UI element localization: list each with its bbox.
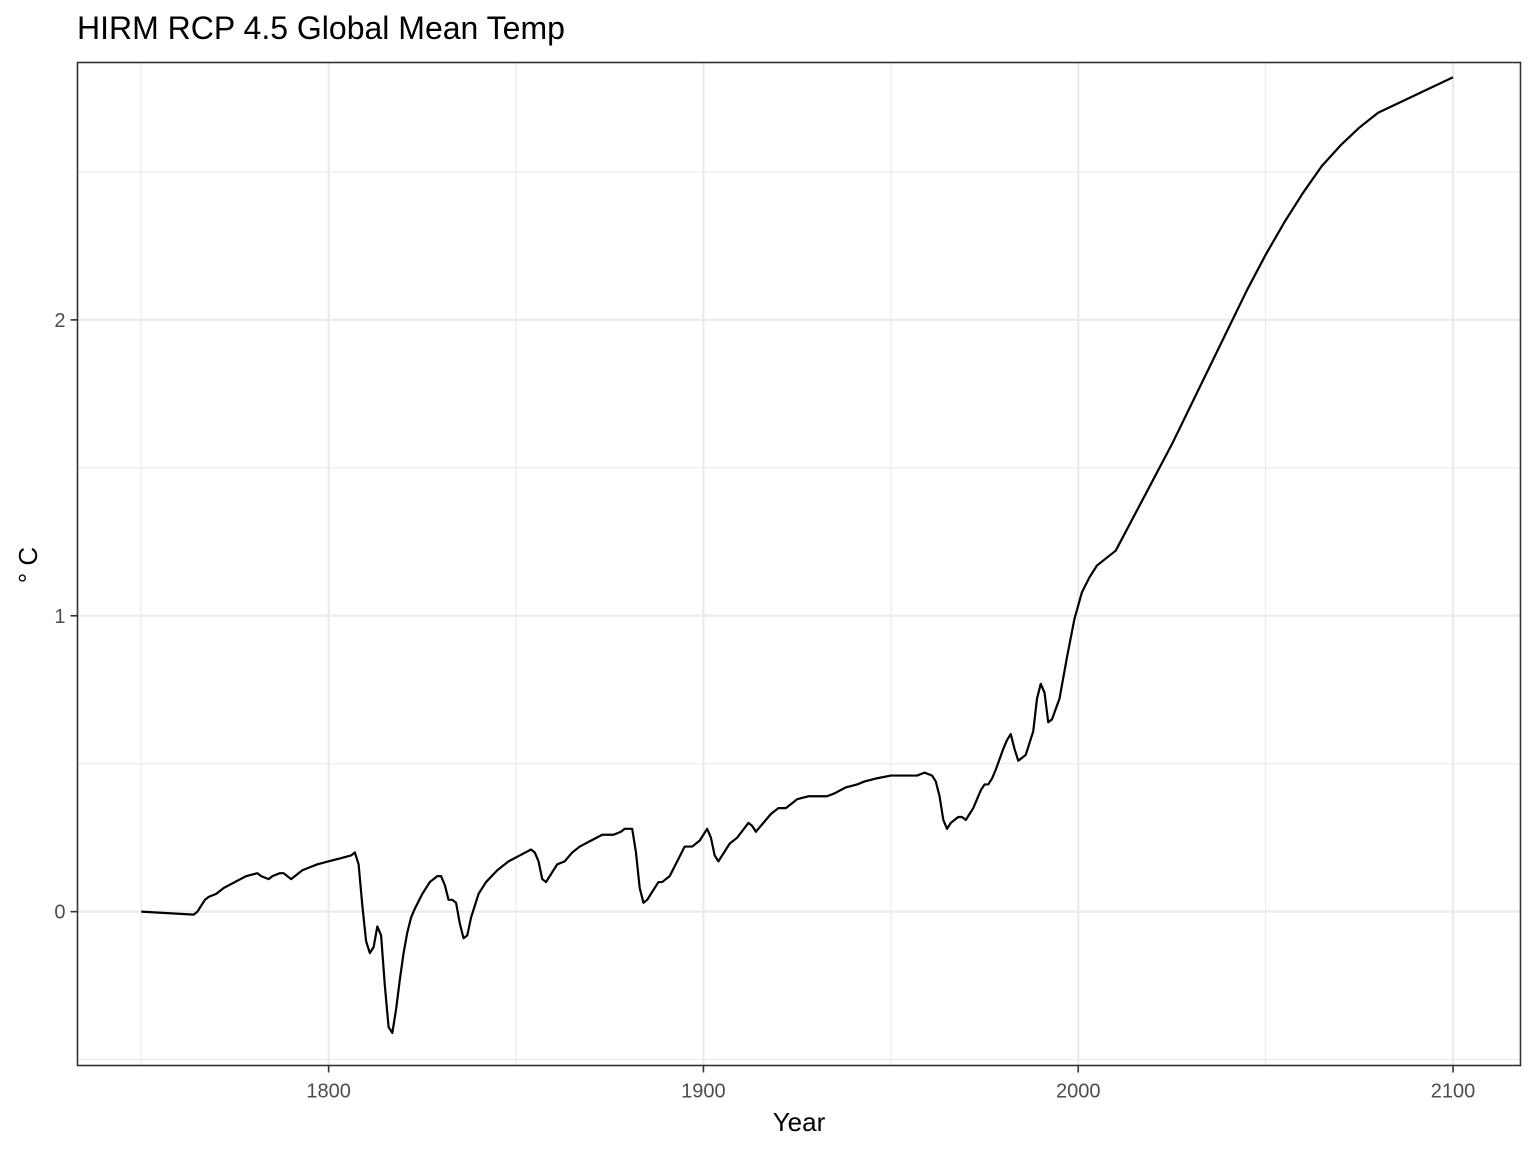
chart-title: HIRM RCP 4.5 Global Mean Temp [77,10,565,46]
series-line [141,76,1454,1035]
y-axis-title: ° C [13,547,43,583]
y-tick-label: 1 [54,606,65,628]
x-tick-label: 1800 [306,1081,351,1103]
y-tick-label: 0 [54,902,65,924]
axis-tick-labels: 1800 1900 2000 2100 0 1 2 [54,310,1475,1103]
grid-lines [77,62,1521,1066]
axis-ticks [70,319,1454,1073]
y-tick-label: 2 [54,310,65,332]
plot-panel-border [76,61,1522,1067]
x-tick-label: 2100 [1431,1081,1476,1103]
x-tick-label: 1900 [681,1081,726,1103]
x-axis-title: Year [773,1107,826,1137]
x-tick-label: 2000 [1056,1081,1101,1103]
